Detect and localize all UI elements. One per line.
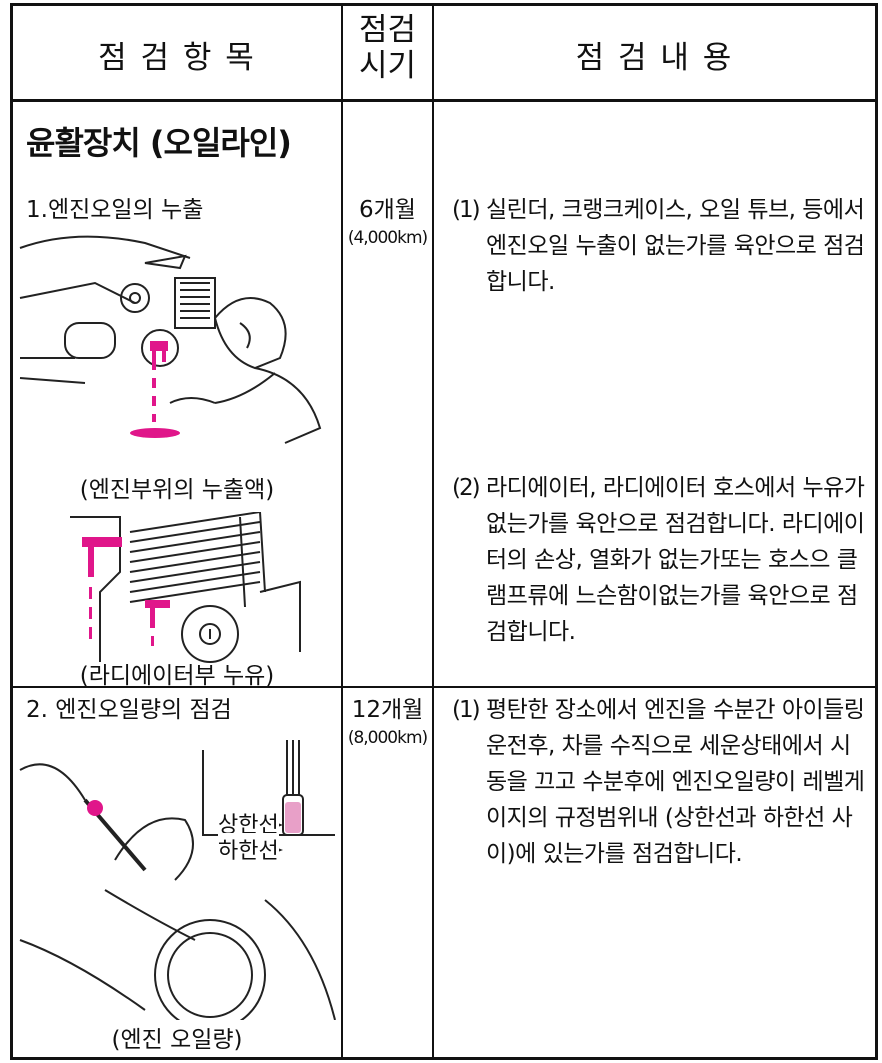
border [10,99,878,102]
border [10,3,13,1060]
period: 12개월 [351,697,424,723]
item-marker: (1) [452,197,481,223]
item-text: 라디에이터, 라디에이터 호스에서 누유가없는가를 육안으로 점검합니다. 라디… [486,475,865,645]
check-item: (1) 실린더, 크랭크케이스, 오일 튜브, 등에서 엔진오일 누출이 없는가… [452,192,867,300]
distance: (4,000km) [347,228,428,248]
border [432,3,434,1060]
distance: (8,000km) [347,728,428,748]
check-item: (1) 평탄한 장소에서 엔진을 수분간 아이들링 운전후, 차를 수직으로 세… [452,692,867,872]
header-line: 점검 [358,12,417,48]
section-title: 윤활장치 (오일라인) [26,124,292,162]
caption: (엔진부위의 누출액) [79,477,275,503]
period: 6개월 [359,197,416,223]
border [10,686,878,688]
illustration [70,512,301,663]
header-line: 시기 [358,48,417,84]
caption: (엔진 오일량) [111,1027,243,1053]
item-marker: (1) [452,697,481,723]
check-item: (2) 라디에이터, 라디에이터 호스에서 누유가없는가를 육안으로 점검합니다… [452,470,867,650]
item-marker: (2) [452,475,481,501]
gauge-label: 하한선 [218,833,279,865]
header-cell: 점검 시기 [343,12,432,84]
item-title: 1.엔진오일의 누출 [26,197,204,223]
item-text: 평탄한 장소에서 엔진을 수분간 아이들링 운전후, 차를 수직으로 세운상태에… [486,697,865,867]
item-title: 2. 엔진오일량의 점검 [26,697,232,723]
border [10,3,878,6]
item-text: 실린더, 크랭크케이스, 오일 튜브, 등에서 엔진오일 누출이 없는가를 육안… [486,197,865,295]
illustration [19,235,322,444]
border [875,3,878,1060]
border [10,1057,878,1060]
header-cell: 점 검 항 목 [98,40,256,76]
caption: (라디에이터부 누유) [79,663,275,689]
header-cell: 점 검 내 용 [575,40,734,76]
border [341,3,343,1060]
illustration [19,740,336,1020]
